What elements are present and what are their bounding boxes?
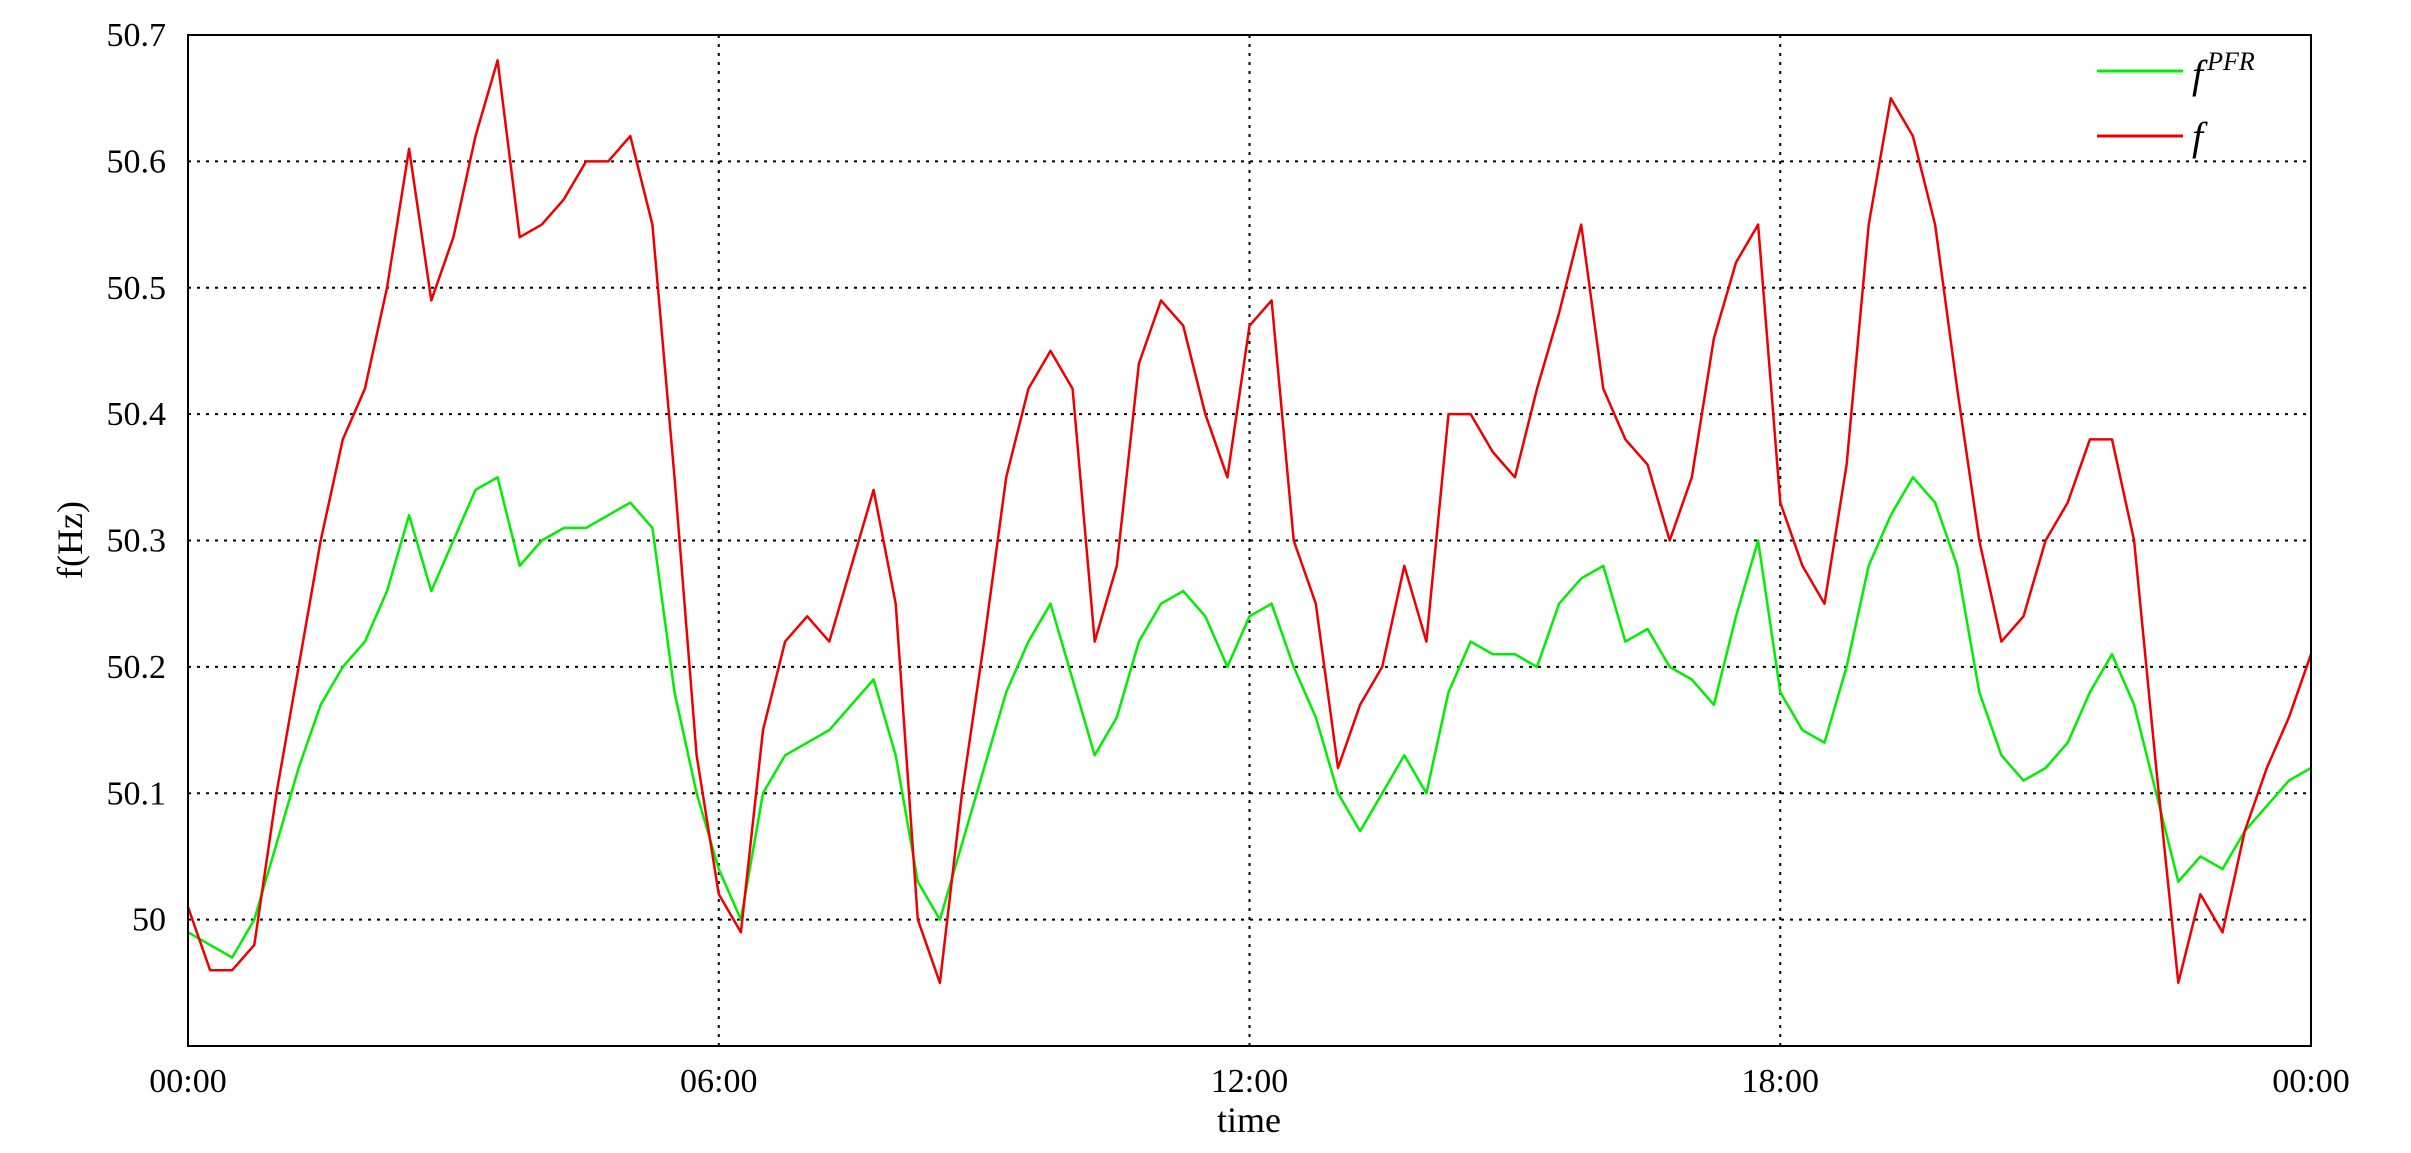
series-lines	[186, 59, 2313, 985]
y-tick-label: 50	[132, 902, 166, 939]
y-tick-label: 50.5	[107, 270, 167, 307]
x-tick-label: 06:00	[680, 1063, 757, 1100]
y-axis-label: f(Hz)	[50, 501, 90, 579]
y-tick-label: 50.7	[107, 17, 167, 54]
tick-labels: 50 50.1 50.2 50.3 50.4 50.5 50.6 50.7 00:00 06:00…	[107, 17, 2350, 1100]
series-line-fpfr	[187, 476, 2312, 959]
legend-label-f: f	[2192, 114, 2208, 159]
legend-label-fpfr-superscript: PFR	[2206, 47, 2255, 76]
y-tick-label: 50.6	[107, 143, 167, 180]
grid-lines	[188, 34, 2311, 1046]
y-tick-label: 50.2	[107, 649, 167, 686]
x-tick-label: 12:00	[1211, 1063, 1288, 1100]
x-axis-label: time	[1217, 1100, 1281, 1140]
y-tick-label: 50.3	[107, 523, 167, 560]
x-tick-label: 18:00	[1742, 1063, 1819, 1100]
x-tick-label: 00:00	[2272, 1063, 2349, 1100]
y-tick-label: 50.4	[107, 396, 167, 433]
legend-label-fpfr: f PFR	[2192, 47, 2255, 97]
series-line-f	[186, 59, 2313, 985]
legend: f PFR f	[2097, 47, 2255, 159]
y-tick-label: 50.1	[107, 775, 167, 812]
x-tick-label: 00:00	[149, 1063, 226, 1100]
plot-frame	[187, 34, 2312, 1047]
